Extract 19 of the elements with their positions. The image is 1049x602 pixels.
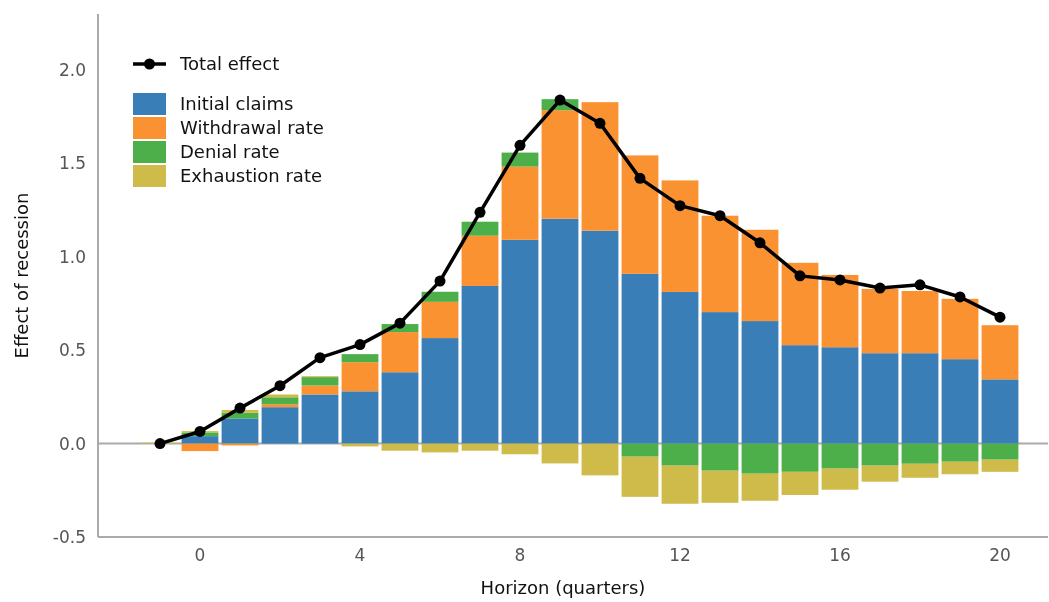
legend-label: Withdrawal rate	[180, 117, 324, 139]
x-tick-label: 16	[829, 545, 851, 565]
y-tick-label: 0.5	[58, 340, 86, 361]
legend-label: Denial rate	[180, 141, 280, 163]
x-tick-label: 0	[194, 545, 206, 565]
y-tick-label: 1.5	[58, 153, 86, 174]
y-axis-title: Effect of recession	[11, 192, 32, 359]
y-tick-label: 1.0	[58, 246, 86, 267]
y-tick-label: 0.0	[58, 433, 86, 454]
x-axis-title: Horizon (quarters)	[480, 577, 646, 598]
x-tick-label: 8	[514, 545, 526, 565]
legend-label: Total effect	[179, 53, 280, 75]
legend-label: Initial claims	[180, 93, 294, 115]
y-tick-label: -0.5	[52, 526, 86, 547]
x-tick-label: 4	[354, 545, 366, 565]
x-tick-label: 20	[989, 545, 1011, 565]
y-tick-label: 2.0	[58, 59, 86, 80]
x-tick-label: 12	[669, 545, 691, 565]
legend-label: Exhaustion rate	[180, 165, 323, 187]
